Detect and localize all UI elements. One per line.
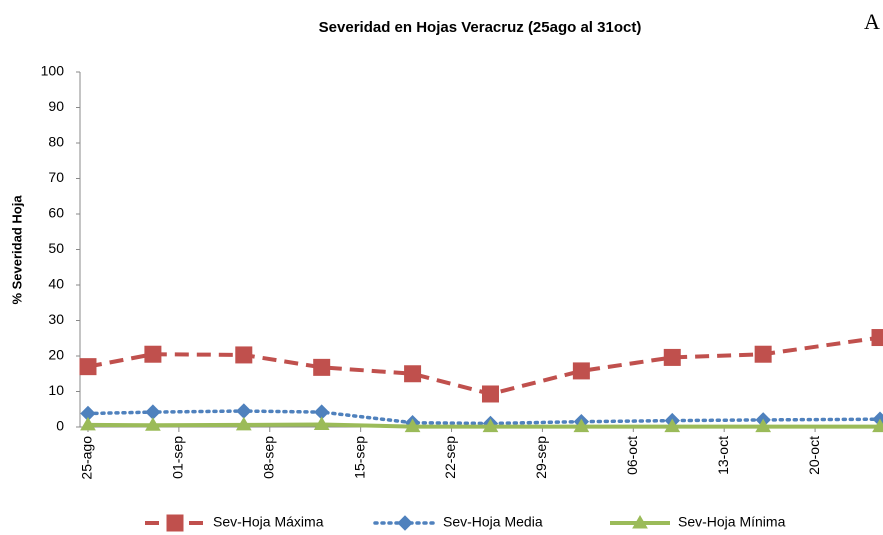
marker [663, 348, 681, 366]
panel-label: A [864, 9, 880, 34]
y-tick-label: 20 [48, 347, 64, 363]
x-tick-label: 15-sep [351, 436, 367, 479]
y-tick-label: 100 [41, 63, 65, 79]
marker [481, 385, 499, 403]
marker [755, 418, 772, 433]
marker [573, 418, 590, 433]
x-tick-label: 01-sep [170, 436, 186, 479]
marker [236, 403, 252, 419]
y-tick-label: 60 [48, 205, 64, 221]
marker [754, 345, 772, 363]
y-tick-label: 10 [48, 382, 64, 398]
y-tick-label: 70 [48, 169, 64, 185]
marker [404, 365, 422, 383]
y-tick-label: 80 [48, 134, 64, 150]
marker [313, 358, 331, 376]
legend-label: Sev-Hoja Máxima [213, 514, 324, 530]
x-tick-label: 08-sep [260, 436, 276, 479]
marker [80, 416, 96, 431]
chart-title: Severidad en Hojas Veracruz (25ago al 31… [319, 19, 642, 36]
marker [404, 418, 421, 433]
y-tick-label: 50 [48, 240, 64, 256]
legend-marker [166, 514, 184, 532]
marker [144, 345, 162, 363]
y-tick-label: 90 [48, 98, 64, 114]
marker [664, 418, 681, 433]
marker [145, 404, 161, 420]
y-tick-label: 40 [48, 276, 64, 292]
x-tick-label: 13-oct [715, 436, 731, 475]
marker [235, 416, 252, 431]
legend-marker [397, 515, 413, 531]
legend-label: Sev-Hoja Media [443, 514, 543, 530]
marker [572, 362, 590, 380]
marker [235, 346, 253, 364]
marker [79, 358, 97, 376]
y-tick-label: 30 [48, 311, 64, 327]
x-tick-label: 25-ago [79, 436, 95, 480]
marker [871, 329, 883, 347]
legend-marker [632, 515, 648, 529]
series-line [87, 335, 881, 397]
x-tick-label: 20-oct [806, 436, 822, 475]
y-axis-label: % Severidad Hoja [9, 195, 24, 305]
y-tick-label: 0 [56, 418, 64, 434]
marker [313, 416, 330, 431]
marker [872, 418, 883, 433]
series-line [86, 409, 882, 426]
x-tick-label: 29-sep [533, 436, 549, 479]
legend-label: Sev-Hoja Mínima [678, 514, 786, 530]
marker [145, 417, 161, 431]
series-line [87, 422, 880, 429]
x-tick-label: 06-oct [624, 436, 640, 475]
x-tick-label: 22-sep [442, 436, 458, 479]
marker [482, 418, 499, 433]
